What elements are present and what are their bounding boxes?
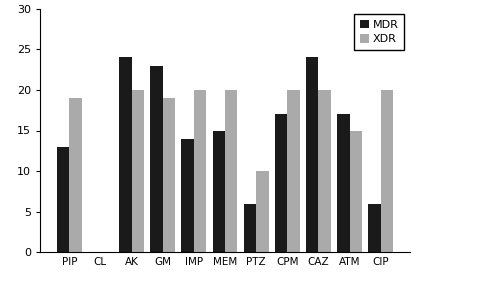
Bar — [70, 98, 82, 252]
Bar — [244, 204, 256, 252]
Bar — [275, 114, 287, 252]
Bar — [288, 90, 300, 252]
Bar — [306, 57, 318, 252]
Bar — [119, 57, 132, 252]
Bar — [256, 171, 268, 252]
Bar — [194, 90, 206, 252]
Bar — [212, 130, 225, 252]
Bar — [162, 98, 175, 252]
Bar — [132, 90, 144, 252]
Bar — [350, 130, 362, 252]
Bar — [225, 90, 237, 252]
Bar — [150, 66, 162, 252]
Bar — [57, 147, 70, 252]
Bar — [337, 114, 349, 252]
Bar — [380, 90, 393, 252]
Legend: MDR, XDR: MDR, XDR — [354, 14, 405, 50]
Bar — [182, 139, 194, 252]
Bar — [368, 204, 380, 252]
Bar — [318, 90, 331, 252]
